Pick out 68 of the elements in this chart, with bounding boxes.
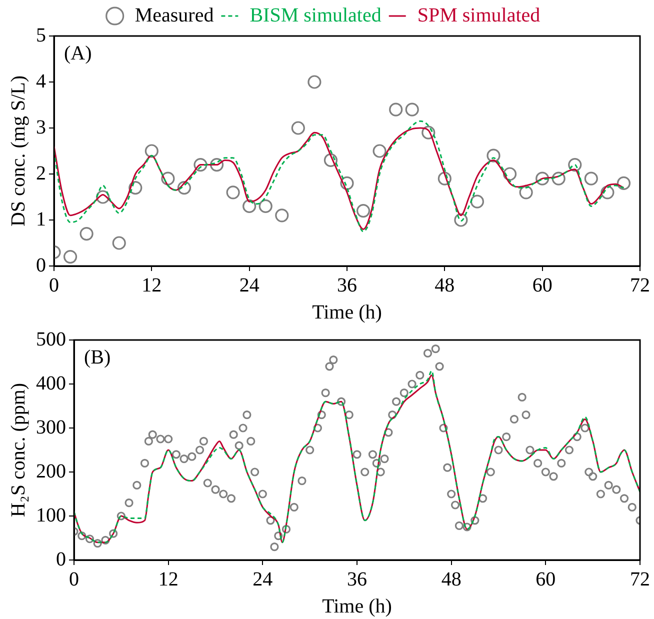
legend-label: Measured <box>134 4 214 26</box>
y-tick-label: 300 <box>36 416 66 438</box>
x-tick-label: 12 <box>158 568 178 590</box>
point <box>470 194 484 208</box>
y-tick-label: 500 <box>36 328 66 350</box>
point <box>324 153 338 167</box>
y-axis-title: DS conc. (mg S/L) <box>7 75 30 227</box>
annotation: (B) <box>84 346 111 368</box>
point <box>422 126 436 140</box>
x-tick-label: 72 <box>630 274 650 296</box>
y-tick-label: 400 <box>36 372 66 394</box>
point <box>275 208 289 222</box>
point <box>552 172 566 186</box>
y-tick-label: 200 <box>36 460 66 482</box>
point <box>63 250 78 264</box>
point <box>258 199 272 213</box>
point <box>242 199 256 213</box>
point <box>161 172 175 186</box>
annotation: (A) <box>64 42 92 64</box>
point <box>308 75 322 89</box>
point <box>584 172 598 186</box>
point <box>568 158 582 172</box>
y-tick-label: 2 <box>36 162 46 184</box>
y-tick-label: 0 <box>36 254 46 276</box>
point <box>80 227 94 241</box>
point <box>210 158 224 172</box>
point <box>438 172 452 186</box>
point <box>356 204 370 218</box>
x-tick-label: 60 <box>532 274 552 296</box>
y-tick-label: 4 <box>36 70 46 92</box>
x-axis-title: Time (h) <box>312 301 382 324</box>
x-tick-label: 12 <box>142 274 162 296</box>
point <box>600 186 614 200</box>
x-axis-title: Time (h) <box>322 595 392 618</box>
point <box>340 176 354 190</box>
point <box>372 144 386 158</box>
point <box>144 144 158 158</box>
point <box>486 148 500 162</box>
x-tick-label: 48 <box>434 274 455 296</box>
point <box>502 167 517 181</box>
y-tick-label: 1 <box>36 208 46 230</box>
point <box>128 181 142 195</box>
point <box>96 190 110 204</box>
x-tick-label: 72 <box>630 568 650 590</box>
point <box>226 186 240 200</box>
x-tick-label: 24 <box>239 274 260 296</box>
x-tick-label: 24 <box>252 568 273 590</box>
x-tick-label: 48 <box>441 568 462 590</box>
legend-label: BISM simulated <box>250 4 382 26</box>
point <box>291 121 305 135</box>
point <box>112 236 126 250</box>
legend-label: SPM simulated <box>417 4 540 26</box>
point <box>519 186 533 200</box>
y-tick-label: 3 <box>36 116 46 138</box>
x-tick-label: 36 <box>337 274 357 296</box>
y-tick-label: 0 <box>56 548 66 570</box>
point <box>536 172 550 186</box>
x-tick-label: 60 <box>536 568 556 590</box>
y-axis-title: H₂S conc. (ppm) <box>7 382 30 518</box>
point <box>177 181 192 195</box>
point <box>405 102 419 116</box>
point <box>389 102 403 116</box>
point <box>454 213 468 227</box>
y-tick-label: 5 <box>36 24 46 46</box>
y-tick-label: 100 <box>36 504 66 526</box>
point <box>194 158 208 172</box>
x-tick-label: 36 <box>347 568 367 590</box>
point <box>616 176 631 190</box>
